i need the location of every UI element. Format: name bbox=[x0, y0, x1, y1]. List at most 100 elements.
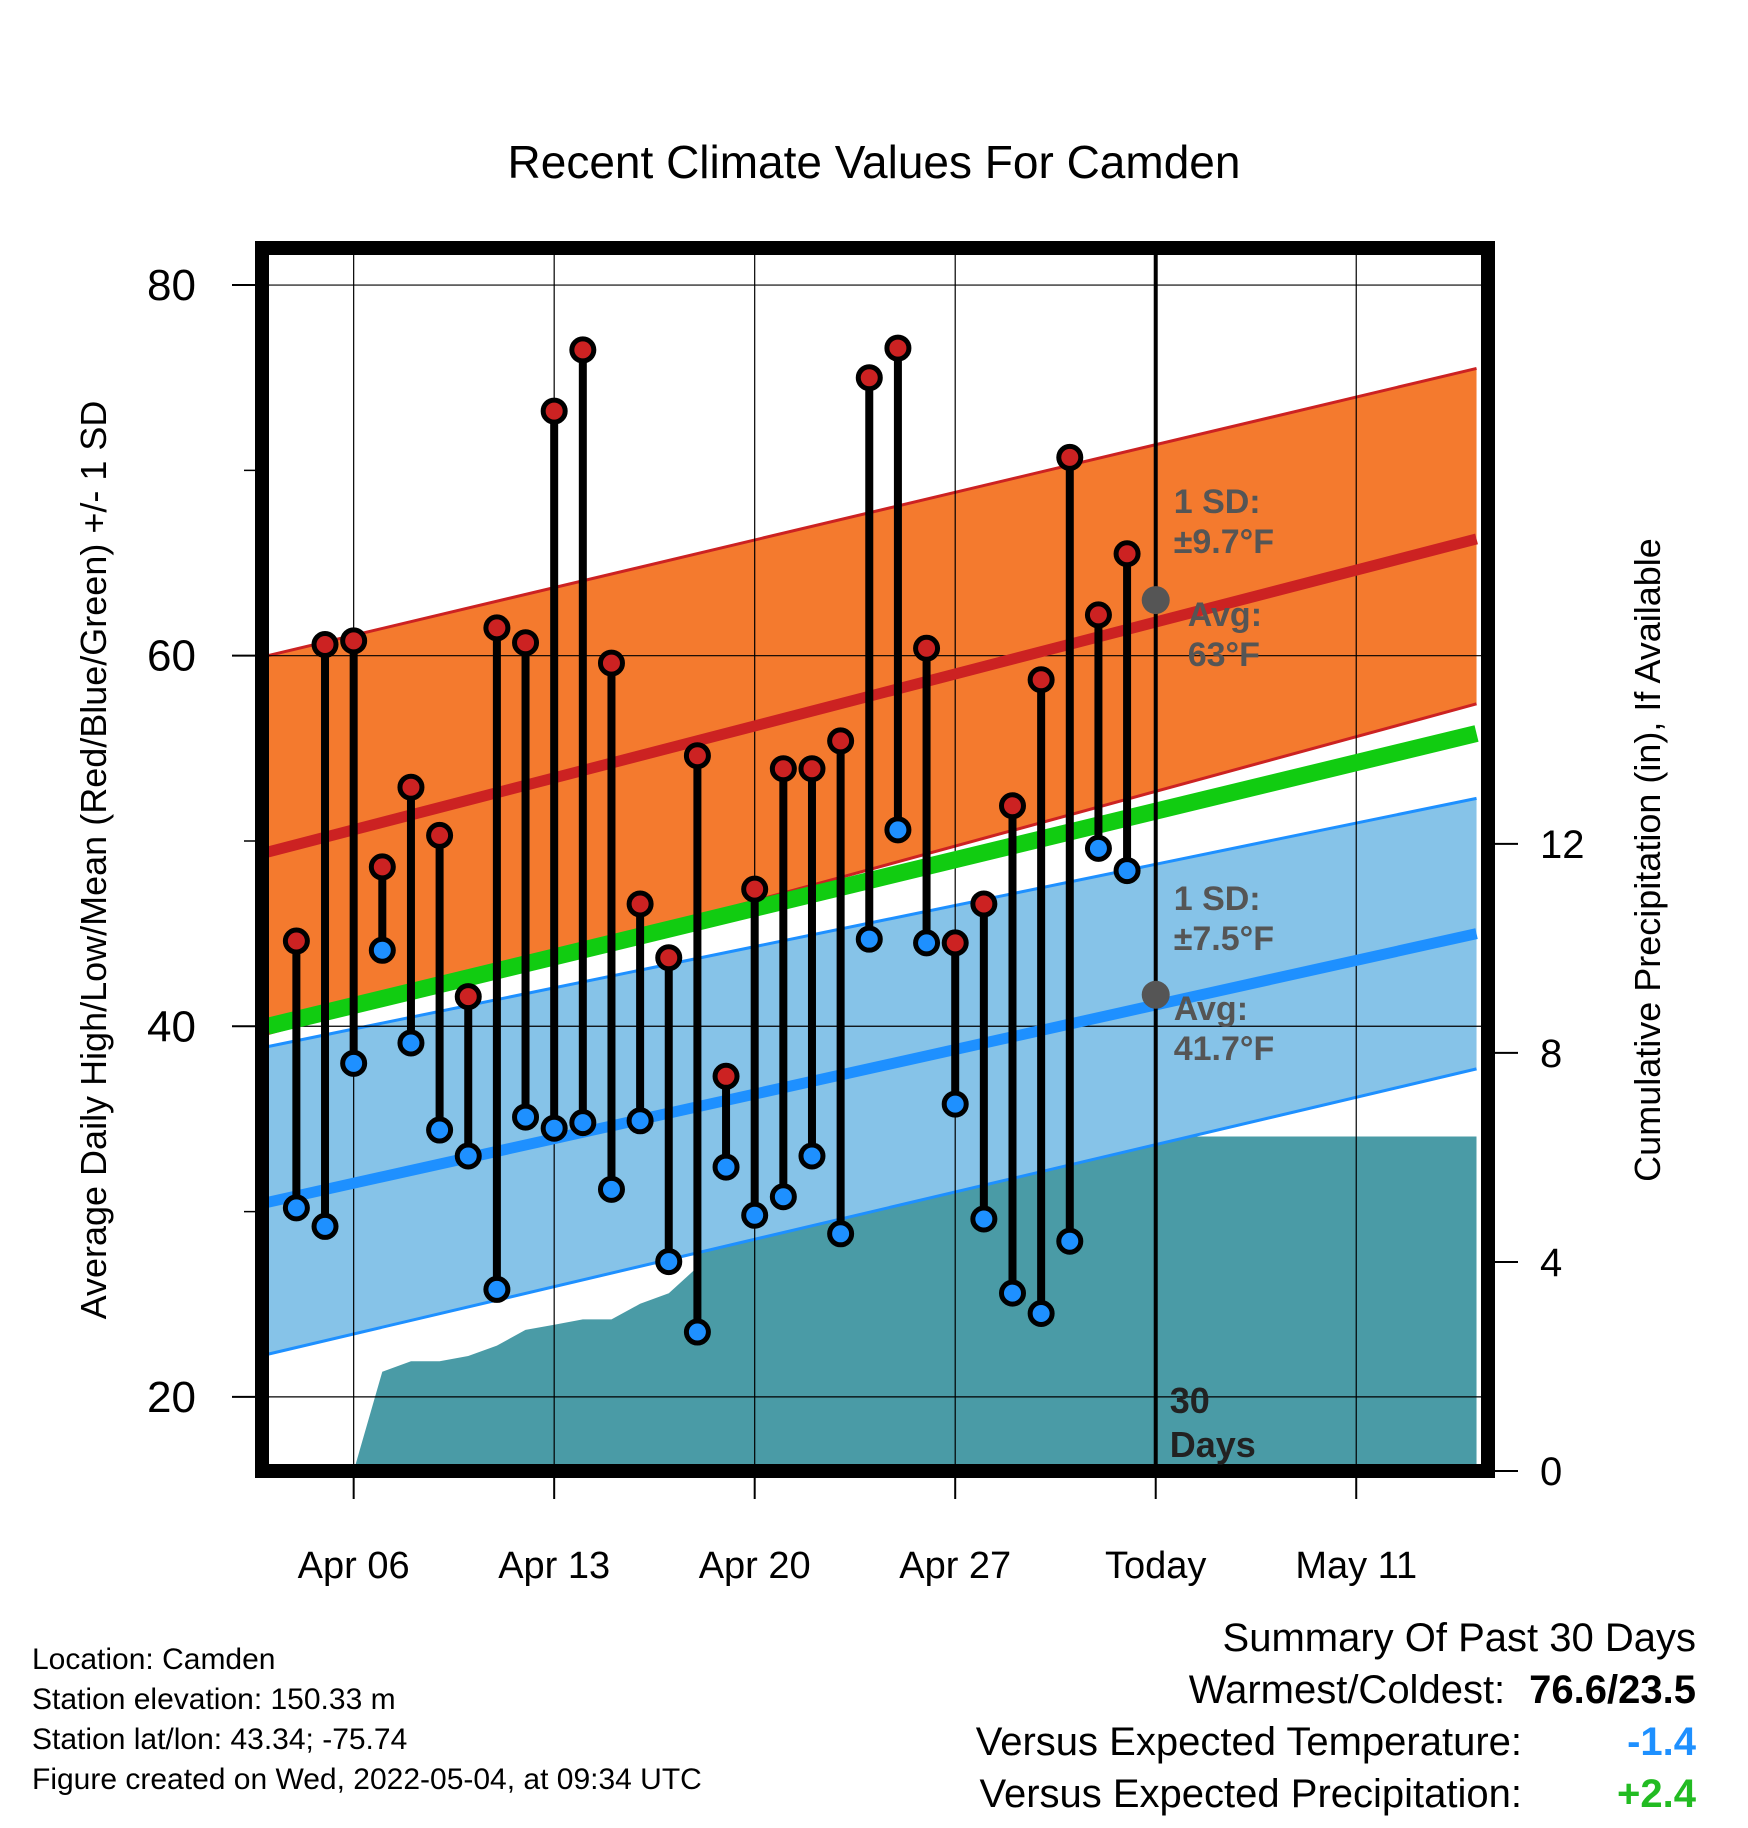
high-point bbox=[1027, 666, 1055, 694]
high-point bbox=[884, 334, 912, 362]
high-point bbox=[827, 727, 855, 755]
x-tick-label: May 11 bbox=[1295, 1545, 1417, 1587]
y-left-tick-label: 80 bbox=[147, 261, 196, 310]
y-right-axis-title: Cumulative Precipitation (in), If Availa… bbox=[1627, 538, 1668, 1182]
high-point bbox=[483, 614, 511, 642]
low-point bbox=[741, 1201, 769, 1229]
low-point bbox=[569, 1109, 597, 1137]
y-right-tick-label: 0 bbox=[1540, 1450, 1562, 1494]
latlon-text: Station lat/lon: 43.34; -75.74 bbox=[32, 1723, 408, 1756]
high-point bbox=[655, 944, 683, 972]
high-point bbox=[1084, 601, 1112, 629]
precipitation-area bbox=[353, 1136, 1477, 1471]
low-avg-marker bbox=[1141, 980, 1170, 1009]
x-tick-label: Apr 13 bbox=[498, 1545, 610, 1587]
created-text: Figure created on Wed, 2022-05-04, at 09… bbox=[32, 1763, 702, 1796]
low-avg-annotation: Avg: 41.7°F bbox=[1174, 990, 1275, 1068]
low-point bbox=[941, 1090, 969, 1118]
high-point bbox=[626, 890, 654, 918]
low-point bbox=[855, 925, 883, 953]
low-point bbox=[827, 1220, 855, 1248]
today-window-label: 30 Days bbox=[1170, 1380, 1256, 1465]
x-tick-label: Apr 27 bbox=[899, 1545, 1011, 1587]
high-point bbox=[913, 634, 941, 662]
summary-panel: Summary Of Past 30 Days Warmest/Coldest:… bbox=[976, 1612, 1696, 1820]
precip-value: +2.4 bbox=[1617, 1772, 1696, 1816]
summary-title: Summary Of Past 30 Days bbox=[1222, 1616, 1696, 1660]
y-left-axis-title: Average Daily High/Low/Mean (Red/Blue/Gr… bbox=[73, 401, 114, 1320]
high-point bbox=[741, 875, 769, 903]
high-point bbox=[512, 629, 540, 657]
y-left-tick-label: 40 bbox=[147, 1002, 196, 1051]
low-point bbox=[483, 1275, 511, 1303]
high-point bbox=[970, 890, 998, 918]
low-point bbox=[454, 1142, 482, 1170]
high-point bbox=[998, 792, 1026, 820]
x-tick-label: Apr 20 bbox=[699, 1545, 811, 1587]
high-point bbox=[1113, 540, 1141, 568]
low-point bbox=[368, 936, 396, 964]
temp-label: Versus Expected Temperature: bbox=[975, 1720, 1522, 1764]
high-sd-annotation: 1 SD: ±9.7°F bbox=[1174, 483, 1274, 561]
high-point bbox=[368, 853, 396, 881]
low-point bbox=[1113, 857, 1141, 885]
precip-label: Versus Expected Precipitation: bbox=[979, 1772, 1522, 1816]
chart-title: Recent Climate Values For Camden bbox=[508, 136, 1241, 188]
warmest-coldest-value: 76.6/23.5 bbox=[1529, 1668, 1696, 1712]
low-point bbox=[913, 929, 941, 957]
high-point bbox=[426, 821, 454, 849]
high-point bbox=[569, 336, 597, 364]
high-point bbox=[769, 755, 797, 783]
y-left-tick-label: 60 bbox=[147, 632, 196, 681]
warmest-coldest-label: Warmest/Coldest: bbox=[1188, 1668, 1506, 1712]
summary-warmest-coldest: Warmest/Coldest: 76.6/23.5 bbox=[976, 1664, 1696, 1716]
low-point bbox=[512, 1103, 540, 1131]
summary-temperature: Versus Expected Temperature: -1.4 bbox=[976, 1716, 1696, 1768]
high-point bbox=[1056, 443, 1084, 471]
plot-frame bbox=[255, 241, 1495, 1478]
low-point bbox=[655, 1248, 683, 1276]
normal-low-band bbox=[267, 798, 1477, 1355]
low-point bbox=[970, 1205, 998, 1233]
high-point bbox=[540, 397, 568, 425]
x-tick-label: Today bbox=[1105, 1545, 1206, 1587]
high-point bbox=[597, 649, 625, 677]
high-point bbox=[798, 755, 826, 783]
y-left-tick-label: 20 bbox=[147, 1373, 196, 1422]
low-point bbox=[282, 1194, 310, 1222]
low-point bbox=[540, 1114, 568, 1142]
x-tick-label: Apr 06 bbox=[298, 1545, 410, 1587]
high-point bbox=[282, 927, 310, 955]
low-point bbox=[769, 1183, 797, 1211]
high-point bbox=[311, 631, 339, 659]
high-point bbox=[855, 364, 883, 392]
location-text: Location: Camden bbox=[32, 1643, 276, 1676]
low-point bbox=[426, 1116, 454, 1144]
high-point bbox=[454, 983, 482, 1011]
low-point bbox=[712, 1153, 740, 1181]
high-avg-marker bbox=[1141, 586, 1170, 615]
high-point bbox=[941, 929, 969, 957]
low-point bbox=[884, 816, 912, 844]
low-point bbox=[1027, 1299, 1055, 1327]
high-point bbox=[340, 627, 368, 655]
low-point bbox=[1056, 1227, 1084, 1255]
y-right-tick-label: 4 bbox=[1540, 1241, 1562, 1285]
low-sd-annotation: 1 SD: ±7.5°F bbox=[1174, 880, 1274, 958]
y-right-tick-label: 12 bbox=[1540, 823, 1585, 867]
low-point bbox=[397, 1029, 425, 1057]
climate-chart: Recent Climate Values For Camden 2040608… bbox=[73, 136, 1668, 1587]
low-point bbox=[340, 1049, 368, 1077]
low-point bbox=[597, 1175, 625, 1203]
station-info: Location: Camden Station elevation: 150.… bbox=[32, 1640, 702, 1800]
high-point bbox=[712, 1062, 740, 1090]
summary-precipitation: Versus Expected Precipitation: +2.4 bbox=[976, 1768, 1696, 1820]
low-point bbox=[626, 1107, 654, 1135]
temp-value: -1.4 bbox=[1627, 1720, 1696, 1764]
y-right-tick-label: 8 bbox=[1540, 1032, 1562, 1076]
normal-low-band-lower-edge bbox=[267, 1067, 1477, 1356]
low-point bbox=[1084, 834, 1112, 862]
high-point bbox=[683, 742, 711, 770]
elevation-text: Station elevation: 150.33 m bbox=[32, 1683, 396, 1716]
low-point bbox=[798, 1142, 826, 1170]
